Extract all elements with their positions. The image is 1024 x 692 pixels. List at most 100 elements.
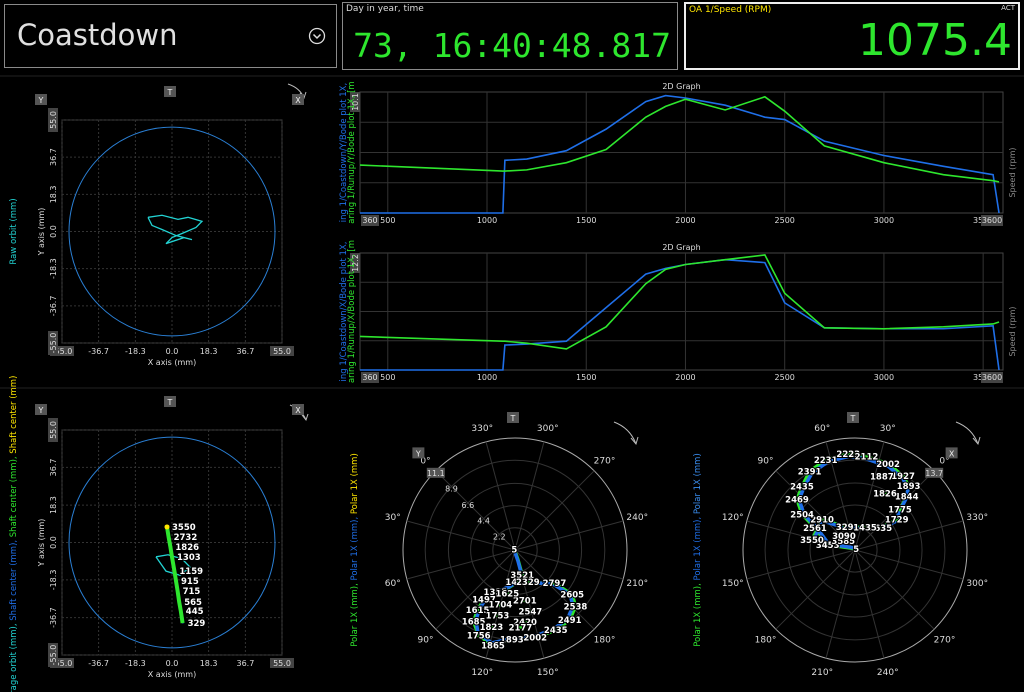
- radial-label: 8.9: [445, 485, 458, 494]
- marker-box: [292, 94, 304, 105]
- labeled-point: [800, 512, 804, 517]
- y-axis-label-right: Speed (rpm): [1008, 306, 1017, 356]
- legend-entry: Polar 1X (mm): [693, 453, 703, 514]
- point-label: 1497: [472, 596, 496, 606]
- labeled-point: [495, 613, 500, 618]
- time-value: 73, 16:40:48.817: [353, 26, 671, 65]
- series-line: [359, 254, 1000, 350]
- legend-entry: aring 1/Runup/Y/Bode plot 1X, [m: [347, 81, 357, 223]
- labeled-point: [901, 474, 905, 478]
- x-range-end: 3600: [982, 373, 1002, 382]
- point-label: 445: [186, 607, 204, 617]
- spoke: [854, 470, 935, 551]
- radial-label: 11.1: [427, 469, 445, 478]
- point-label: 1753: [486, 611, 510, 621]
- point-label: 2329: [516, 578, 540, 588]
- x-range-end: 3600: [982, 216, 1002, 225]
- point-label: 1476: [505, 578, 529, 588]
- point-label: 2561: [803, 524, 827, 534]
- point-label: 2002: [876, 460, 900, 470]
- speed-display: OA 1/Speed (RPM) ACT 1075.4: [684, 2, 1020, 70]
- marker: X: [949, 449, 955, 458]
- point-label: 1826: [873, 490, 897, 500]
- spoke: [514, 441, 545, 551]
- dropdown-icon[interactable]: [308, 27, 326, 45]
- spoke: [435, 549, 516, 630]
- marker: T: [167, 88, 173, 97]
- y-range-end: 10.1: [351, 93, 360, 111]
- clearance-circle: [68, 436, 276, 649]
- x-tick-label: -36.7: [88, 659, 109, 668]
- angle-label: 240°: [877, 668, 899, 678]
- x-tick-label: -55.0: [52, 659, 73, 668]
- legend: Polar 1X (mm), Polar 1X (mm), Polar 1X (…: [350, 453, 360, 647]
- labeled-point: [520, 573, 525, 578]
- point-label: 3550: [172, 523, 196, 533]
- angle-label: 180°: [755, 635, 777, 645]
- x-axis-label: X axis (mm): [148, 358, 196, 367]
- labeled-point: [898, 507, 902, 512]
- legend-entry: Polar 1X (mm),: [350, 583, 360, 647]
- x-tick-label: 2000: [675, 373, 695, 382]
- x-tick-label: 1500: [576, 373, 596, 382]
- x-tick-label: -36.7: [88, 347, 109, 356]
- point-label: 1159: [179, 567, 203, 577]
- angle-label: 210°: [811, 668, 833, 678]
- y-tick-label: -55.0: [49, 645, 58, 666]
- spoke: [514, 549, 595, 630]
- legend-entry: Polar 1X (mm),: [693, 583, 703, 647]
- spoke: [514, 470, 595, 551]
- y-tick-label: -18.3: [49, 570, 58, 591]
- spoke: [514, 520, 624, 551]
- labeled-point: [810, 538, 814, 542]
- point-label: 1635: [868, 524, 892, 534]
- point-label: 2420: [513, 618, 537, 628]
- point-label: 2547: [519, 608, 543, 618]
- labeled-point: [510, 637, 514, 642]
- labeled-point: [475, 608, 480, 612]
- point-label: 2435: [544, 626, 568, 636]
- range-box: [50, 658, 74, 668]
- point-label: 3550: [800, 536, 824, 546]
- radial-label: 4.4: [477, 517, 490, 526]
- series-line: [360, 258, 1000, 371]
- labeled-point: [573, 604, 578, 609]
- point-label: 1865: [481, 641, 505, 651]
- legend: Raw orbit (mm): [9, 198, 19, 264]
- point-label: 2504: [790, 510, 814, 520]
- spoke: [746, 549, 856, 580]
- labeled-point: [842, 534, 846, 538]
- x-tick-label: 2500: [775, 373, 795, 382]
- legend-entry: Raw orbit (mm): [9, 198, 19, 264]
- graph-title: 2D Graph: [662, 243, 700, 252]
- point-label: 2605: [560, 591, 584, 601]
- point-label: 2491: [558, 616, 582, 626]
- point-label: 329: [188, 619, 206, 629]
- angle-label: 270°: [594, 457, 616, 467]
- labeled-point: [570, 592, 575, 597]
- angle-label: 210°: [626, 579, 648, 589]
- point-label: 2231: [814, 456, 838, 466]
- angle-label: 60°: [814, 424, 830, 434]
- point-label: 1826: [175, 543, 199, 553]
- orbit-line: [147, 214, 204, 245]
- point-label: 1625: [495, 590, 519, 600]
- point-label: 1685: [462, 618, 486, 628]
- point-label: 1435: [853, 524, 877, 534]
- x-tick-label: -18.3: [125, 347, 146, 356]
- labeled-point: [807, 469, 812, 474]
- labeled-point: [854, 547, 858, 551]
- legend-entry: Average orbit (mm),: [9, 623, 19, 692]
- labeled-point: [476, 633, 481, 638]
- labeled-point: [906, 484, 911, 488]
- y-tick-label: -18.3: [49, 258, 58, 279]
- ring: [470, 505, 560, 595]
- x-tick-label: 36.7: [236, 347, 254, 356]
- labeled-point: [863, 525, 867, 530]
- scenario-dropdown[interactable]: Coastdown: [4, 4, 337, 68]
- angle-label: 150°: [722, 579, 744, 589]
- point-label: 1775: [888, 506, 912, 516]
- y-tick-label: 55.0: [49, 111, 58, 129]
- x-tick-label: 18.3: [200, 347, 218, 356]
